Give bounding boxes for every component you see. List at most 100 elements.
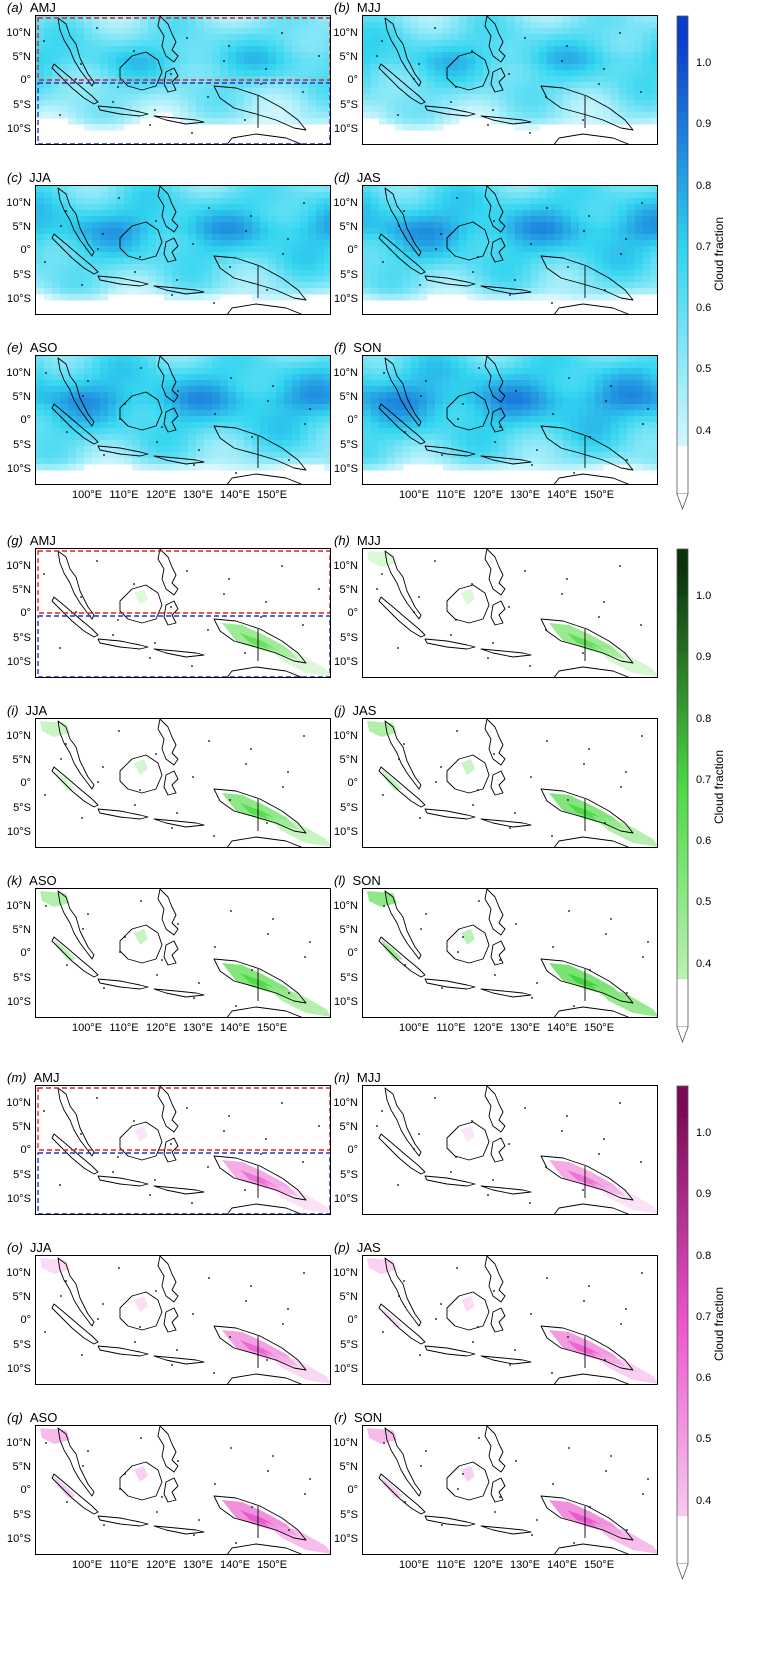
field-cell <box>108 64 117 71</box>
field-cell <box>68 82 77 89</box>
field-cell <box>284 204 293 211</box>
colorbar-step <box>677 899 688 908</box>
colorbar-step <box>677 843 688 853</box>
field-cell <box>268 434 277 441</box>
field-cell <box>523 416 532 423</box>
field-cell <box>571 410 580 417</box>
island-dot <box>404 431 406 433</box>
field-cell <box>68 294 77 301</box>
field-cell <box>411 64 420 71</box>
field-cell <box>84 446 93 453</box>
island-dot <box>641 735 643 737</box>
field-cell <box>451 252 460 259</box>
field-cell <box>467 422 476 429</box>
island-dot <box>441 987 443 989</box>
island-dot <box>450 1171 452 1173</box>
field-cell <box>467 294 476 301</box>
field-cell <box>403 82 412 89</box>
field-cell <box>619 70 628 77</box>
field-cell <box>172 464 181 471</box>
field-cell <box>571 422 580 429</box>
field-cell <box>539 458 548 465</box>
field-cell <box>627 16 636 23</box>
field-cell <box>539 416 548 423</box>
field-cell <box>539 282 548 289</box>
field-cell <box>84 106 93 113</box>
field-cell <box>507 40 516 47</box>
field-cell <box>108 112 117 119</box>
field-cell <box>180 374 189 381</box>
field-cell <box>84 22 93 29</box>
field-cell <box>531 28 540 35</box>
field-cell <box>188 288 197 295</box>
field-cell <box>180 446 189 453</box>
colorbar-step <box>677 827 688 837</box>
map-panel-p: (p) JAS 10°N 5°N 0° 5°S 10°S <box>333 1240 658 1385</box>
field-cell <box>531 458 540 465</box>
field-cell <box>459 246 468 253</box>
field-cell <box>611 28 620 35</box>
field-cell <box>523 386 532 393</box>
field-cell <box>212 386 221 393</box>
field-cell <box>60 46 69 53</box>
field-cell <box>84 380 93 387</box>
field-cell <box>212 374 221 381</box>
field-cell <box>499 288 508 295</box>
island-dot <box>265 601 267 603</box>
field-cell <box>499 282 508 289</box>
field-cell <box>443 34 452 41</box>
field-cell <box>212 34 221 41</box>
field-cell <box>244 404 253 411</box>
coastline <box>490 407 506 433</box>
field-cell <box>403 362 412 369</box>
field-cell <box>140 276 149 283</box>
field-cell <box>36 458 45 465</box>
field-cell <box>531 270 540 277</box>
field-cell <box>603 458 612 465</box>
island-dot <box>281 1102 283 1104</box>
field-cell <box>563 198 572 205</box>
field-cell <box>563 356 572 363</box>
field-cell <box>379 404 388 411</box>
field-cell <box>539 210 548 217</box>
field-cell <box>475 410 484 417</box>
field-cell <box>132 404 141 411</box>
field-cell <box>603 452 612 459</box>
coastline <box>540 255 634 301</box>
field-cell <box>140 386 149 393</box>
island-dot <box>499 959 501 961</box>
field-cell <box>324 76 330 83</box>
field-cell <box>252 22 261 29</box>
colorbar-step <box>677 588 688 598</box>
coastline <box>384 187 422 257</box>
field-cell <box>220 234 229 241</box>
field-cell <box>419 386 428 393</box>
field-cell <box>603 82 612 89</box>
field-cell <box>363 28 372 35</box>
field-cell <box>547 434 556 441</box>
field-cell <box>140 392 149 399</box>
field-cell <box>595 410 604 417</box>
field-cell <box>36 94 45 101</box>
field-cell <box>156 276 165 283</box>
field-cell <box>547 204 556 211</box>
field-cell <box>483 380 492 387</box>
field-cell <box>363 228 372 235</box>
field-cell <box>36 288 45 295</box>
field-cell <box>68 270 77 277</box>
field-cell <box>403 294 412 301</box>
field-cell <box>132 22 141 29</box>
field-cell <box>308 88 317 95</box>
field-cell <box>603 118 612 125</box>
field-cell <box>196 392 205 399</box>
field-cell <box>635 252 644 259</box>
map-panel-l: (l) SON 10°N 5°N 0° 5°S 10°S <box>333 873 658 1018</box>
field-cell <box>603 210 612 217</box>
field-cell <box>196 246 205 253</box>
field-cell <box>563 362 572 369</box>
coastline <box>490 237 506 263</box>
island-dot <box>462 403 464 405</box>
island-dot <box>302 91 304 93</box>
field-cell <box>148 422 157 429</box>
field-cell <box>427 458 436 465</box>
